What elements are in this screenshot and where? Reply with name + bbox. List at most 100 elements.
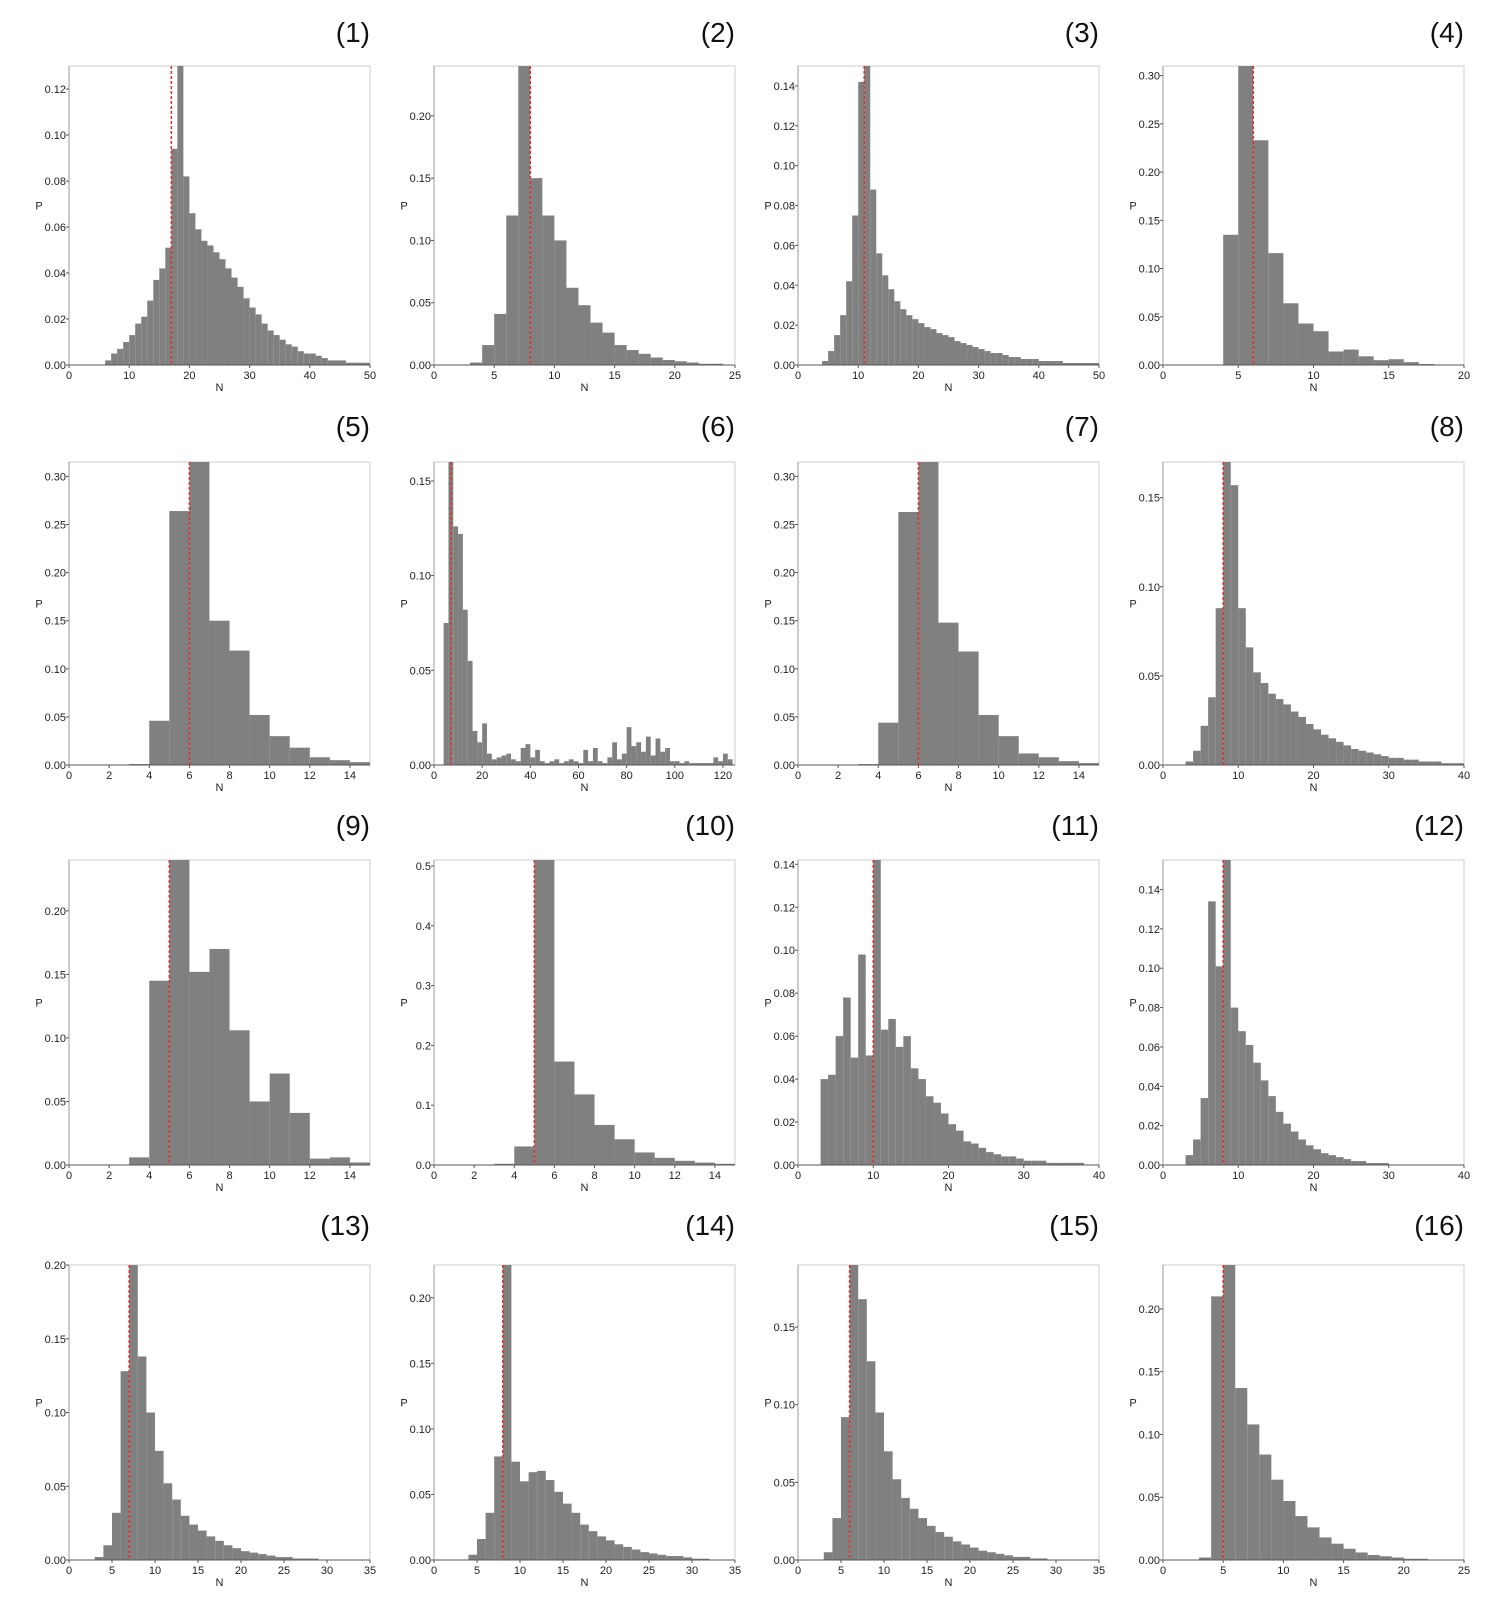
x-axis-label: N [581,1182,589,1194]
histogram-bar [686,362,699,365]
histogram-bar [351,362,358,365]
y-tick-label: 0.02 [45,314,66,326]
histogram-bar [978,714,999,765]
histogram-bar [634,1152,655,1165]
y-tick-label: 0.05 [774,712,795,724]
histogram-bar [477,742,483,765]
histogram-bar [607,757,613,765]
histogram-bar [948,1124,957,1165]
x-tick-label: 4 [511,1170,517,1182]
histogram-bar [1381,1163,1389,1165]
y-tick-label: 0.15 [410,476,431,488]
histogram-bar [1456,763,1464,765]
x-tick-label: 0 [795,1565,801,1577]
histogram-bar [918,1518,927,1560]
histogram-bar [692,1558,701,1560]
histogram-bar [858,954,866,1165]
histogram-bar [1002,355,1009,365]
histogram-bar [568,759,574,765]
histogram-bar [843,997,851,1165]
histogram-bar [1319,1537,1332,1560]
histogram-bar [1268,1096,1276,1165]
y-tick-label: 0.12 [774,121,795,133]
x-tick-label: 20 [1398,1565,1410,1577]
x-tick-label: 12 [304,770,316,782]
histogram-bar [135,323,142,365]
histogram-bar [895,1046,904,1165]
histogram-bar [111,353,118,365]
histogram-bar [1307,1527,1320,1560]
histogram-bar [141,316,148,365]
histogram-bar [1373,1163,1382,1165]
histogram-bar [1418,761,1427,765]
histogram-bar [1223,1265,1236,1560]
y-tick-label: 0.08 [774,201,795,213]
histogram-bar [201,240,208,365]
x-tick-label: 4 [146,770,152,782]
histogram-bar [243,298,250,365]
y-tick-label: 0.30 [774,471,795,483]
histogram-bar [266,1555,276,1560]
histogram-bar [291,346,298,365]
histogram-bar [206,1536,216,1560]
histogram-bar [631,1549,641,1560]
x-tick-label: 40 [1093,1170,1105,1182]
x-tick-label: 10 [629,1170,641,1182]
histogram-bar [669,761,675,765]
histogram-bar [674,761,680,765]
y-tick-label: 0.04 [45,268,66,280]
panel-label: (4) [1430,17,1464,48]
histogram-bar [333,360,340,365]
histogram-bar [1381,756,1389,765]
histogram-bar [255,314,262,365]
histogram-bar [1200,725,1209,765]
histogram-bar [309,757,330,765]
histogram-bar [578,763,584,765]
histogram-bar [875,1412,884,1560]
histogram-bar [1313,331,1329,365]
histogram-bar [1230,1007,1239,1165]
histogram-bar [655,738,661,765]
panel-label: (10) [685,810,735,841]
y-tick-label: 0.08 [774,988,795,1000]
histogram-bar [189,213,196,365]
x-tick-label: 5 [1220,1565,1226,1577]
histogram-panel-1: 0 10 20 30 40 50 0.00 0.02 0.04 0.06 0.08 0.10 0.12 N… [35,17,376,394]
y-tick-label: 0.20 [410,1293,431,1305]
histogram-bar [1441,763,1449,765]
histogram-bar [542,215,555,365]
y-axis-label: P [400,598,407,610]
x-tick-label: 30 [686,1565,698,1577]
histogram-bar [1260,1080,1269,1165]
histogram-bar [952,1541,962,1560]
histogram-bar [858,81,865,366]
x-tick-label: 14 [344,1170,356,1182]
x-axis-label: N [945,1577,953,1589]
histogram-bar [1313,729,1322,765]
x-tick-label: 0 [66,770,72,782]
histogram-panel-15: 0 5 10 15 20 25 30 35 0.00 0.05 0.10 0.15 N P (15) [764,1210,1105,1589]
histogram-bar [129,335,136,365]
histogram-bar [822,361,829,365]
histogram-bar [918,1079,926,1165]
x-tick-label: 5 [109,1565,115,1577]
y-axis-label: P [400,1398,407,1410]
histogram-bar [180,1515,190,1560]
histogram-bar [1038,1558,1048,1560]
histogram-bar [657,1554,667,1560]
histogram-bar [345,362,352,365]
x-tick-label: 14 [709,1170,721,1182]
histogram-bar [958,651,979,765]
histogram-bar [849,1265,859,1560]
y-axis-label: P [1129,201,1136,213]
x-axis-label: N [1310,382,1318,394]
x-tick-label: 4 [146,1170,152,1182]
x-tick-label: 15 [608,370,620,382]
x-tick-label: 10 [878,1565,890,1577]
histogram-bar [327,360,334,365]
histogram-bar [903,1036,911,1165]
histogram-bar [823,1552,833,1560]
histogram-bar [545,1480,555,1560]
histogram-bar [1305,1145,1314,1165]
